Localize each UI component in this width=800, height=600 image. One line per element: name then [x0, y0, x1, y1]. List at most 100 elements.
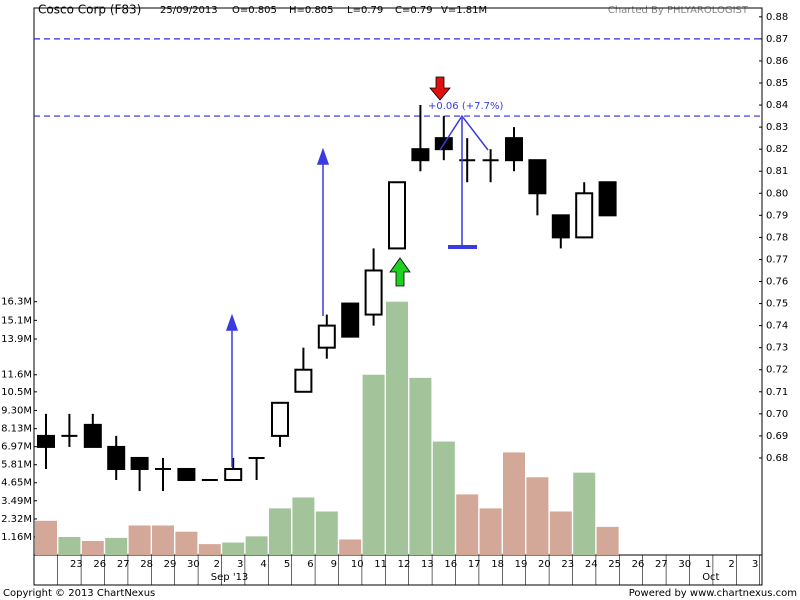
- x-tick-label: 1: [705, 559, 711, 570]
- month-label: Sep '13: [211, 572, 249, 583]
- x-tick-label: 26: [632, 559, 645, 570]
- x-tick-label: 25: [608, 559, 621, 570]
- y-tick-label: 0.80: [766, 188, 788, 199]
- x-tick-label: 9: [331, 559, 337, 570]
- footer-right: Powered by www.chartnexus.com: [629, 588, 797, 599]
- volume-bar: [292, 497, 315, 555]
- x-tick-label: 3: [237, 559, 243, 570]
- y-tick-label: 0.84: [766, 100, 788, 111]
- candle-body: [411, 148, 430, 162]
- x-tick-label: 4: [260, 559, 266, 570]
- volume-bar: [549, 511, 572, 555]
- candle-body: [598, 181, 617, 217]
- volume-bar: [198, 544, 221, 555]
- x-tick-label: 29: [164, 559, 177, 570]
- candle-body: [107, 445, 126, 470]
- y2-tick-label: 4.65M: [1, 478, 32, 489]
- volume-bar: [479, 508, 502, 555]
- x-tick-label: 23: [70, 559, 83, 570]
- x-tick-label: 27: [117, 559, 130, 570]
- arrow-head: [225, 313, 239, 331]
- x-tick-label: 11: [374, 559, 387, 570]
- y-tick-label: 0.71: [766, 387, 788, 398]
- volume-bar: [245, 536, 268, 555]
- volume-bar: [362, 374, 385, 555]
- annotations: [225, 114, 489, 467]
- x-tick-label: 5: [284, 559, 290, 570]
- x-tick-label: 23: [561, 559, 574, 570]
- x-tick-label: 28: [140, 559, 153, 570]
- y-tick-label: 0.88: [766, 12, 788, 23]
- y-tick-label: 0.79: [766, 210, 788, 221]
- y2-tick-label: 6.97M: [1, 442, 32, 453]
- y2-tick-label: 3.49M: [1, 496, 32, 507]
- candle-body: [130, 456, 149, 470]
- y-tick-label: 0.75: [766, 299, 788, 310]
- x-tick-label: 30: [187, 559, 200, 570]
- y-tick-label: 0.81: [766, 166, 788, 177]
- volume-bar: [315, 511, 338, 555]
- header-close: C=0.79: [395, 5, 433, 16]
- volume-bar: [503, 452, 525, 555]
- volume-bar: [526, 477, 549, 555]
- header-open: O=0.805: [232, 5, 277, 16]
- credit: Charted By PHLYAROLOGIST: [608, 5, 749, 16]
- candle-body: [271, 401, 289, 437]
- header-low: L=0.79: [347, 5, 383, 16]
- y-tick-label: 0.69: [766, 431, 788, 442]
- x-tick-label: 20: [538, 559, 551, 570]
- y-tick-label: 0.78: [766, 232, 788, 243]
- y-tick-label: 0.70: [766, 409, 788, 420]
- y-tick-label: 0.73: [766, 343, 788, 354]
- volume-bar: [596, 526, 619, 555]
- chart-title: Cosco Corp (F83): [38, 3, 141, 17]
- volume-bar: [386, 301, 408, 555]
- x-tick-label: 18: [491, 559, 504, 570]
- y-tick-label: 0.82: [766, 144, 788, 155]
- x-tick-label: 6: [307, 559, 313, 570]
- candle-body: [575, 192, 594, 239]
- y2-tick-label: 2.32M: [1, 514, 32, 525]
- x-tick-label: 2: [214, 559, 220, 570]
- volume-bar: [432, 441, 455, 555]
- y-tick-label: 0.87: [766, 34, 788, 45]
- x-tick-label: 17: [468, 559, 481, 570]
- y2-tick-label: 11.6M: [1, 370, 32, 381]
- x-tick-label: 24: [585, 559, 598, 570]
- x-tick-label: 16: [444, 559, 457, 570]
- candle-body: [505, 137, 523, 162]
- volume-bar: [58, 536, 81, 555]
- sell-arrow: [429, 76, 451, 101]
- x-tick-label: 13: [421, 559, 434, 570]
- footer-left: Copyright © 2013 ChartNexus: [3, 588, 155, 599]
- volume-bar: [269, 508, 291, 555]
- y2-tick-label: 8.13M: [1, 424, 32, 435]
- month-label: Oct: [702, 572, 719, 583]
- x-tick-label: 27: [655, 559, 668, 570]
- y2-tick-label: 5.81M: [1, 460, 32, 471]
- measure-chevron: [439, 114, 489, 151]
- volume-bar: [456, 494, 479, 555]
- candle-body: [317, 324, 336, 349]
- volume-bar: [81, 541, 104, 555]
- header-date: 25/09/2013: [160, 5, 218, 16]
- y-tick-label: 0.86: [766, 56, 788, 67]
- volume-bar: [105, 537, 128, 555]
- x-tick-label: 3: [752, 559, 758, 570]
- x-tick-label: 26: [93, 559, 106, 570]
- candle-body: [83, 423, 102, 448]
- x-tick-label: 10: [351, 559, 364, 570]
- y2-tick-label: 10.5M: [1, 387, 32, 398]
- candle-body: [528, 159, 547, 195]
- volume-bar: [339, 539, 362, 555]
- annotation: +0.06 (+7.7%): [428, 101, 504, 112]
- volume-bar: [222, 542, 245, 555]
- y-tick-label: 0.72: [766, 365, 788, 376]
- volume-bar: [152, 525, 174, 555]
- candle-body: [341, 302, 360, 338]
- x-tick-label: 30: [678, 559, 691, 570]
- y2-tick-label: 9.30M: [1, 405, 32, 416]
- y-tick-label: 0.76: [766, 277, 788, 288]
- candle-body: [177, 467, 196, 482]
